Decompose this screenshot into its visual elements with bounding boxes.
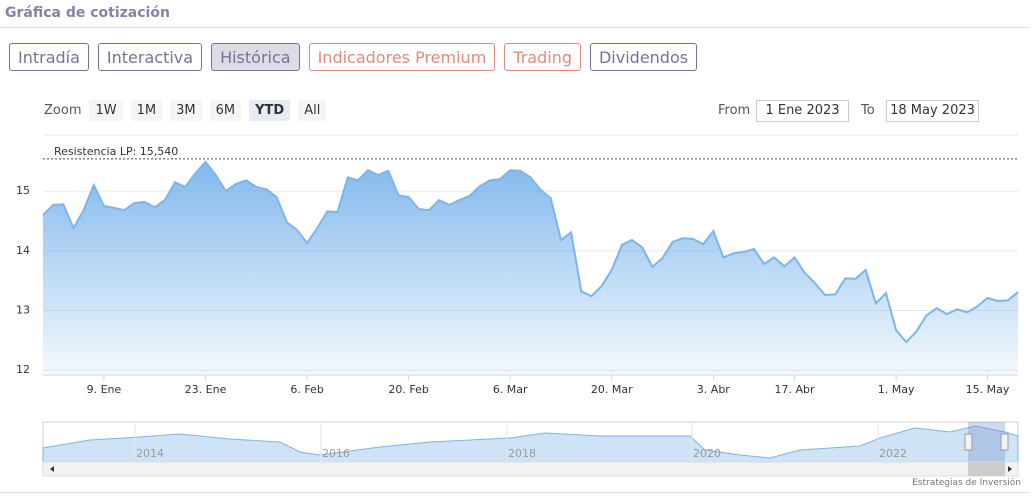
x-tick-label: 23. Ene	[185, 383, 227, 396]
x-tick-label: 15. May	[966, 383, 1010, 396]
navigator-label: 2020	[693, 447, 721, 460]
divider	[0, 27, 1030, 28]
zoom-button[interactable]: 3M	[170, 100, 202, 121]
zoom-label: Zoom	[44, 103, 82, 118]
to-label: To	[861, 103, 875, 118]
navigator-handle[interactable]	[1000, 433, 1009, 451]
tab[interactable]: Histórica	[211, 43, 300, 71]
scrollbar[interactable]	[42, 461, 1019, 477]
divider	[0, 492, 1030, 493]
zoom-button[interactable]: YTD	[249, 100, 291, 121]
y-tick-label: 13	[16, 304, 30, 317]
from-label: From	[718, 103, 751, 118]
y-tick-label: 14	[16, 244, 30, 257]
from-input[interactable]: 1 Ene 2023	[756, 100, 849, 122]
x-tick-label: 6. Feb	[290, 383, 323, 396]
x-tick-label: 6. Mar	[493, 383, 528, 396]
x-tick-label: 3. Abr	[697, 383, 730, 396]
tab[interactable]: Dividendos	[589, 43, 698, 71]
zoom-bar: Zoom 1W 1M 3M 6M YTD All	[44, 100, 327, 121]
zoom-button[interactable]: All	[298, 100, 327, 121]
tab[interactable]: Interactiva	[97, 43, 203, 71]
x-tick-label: 20. Mar	[591, 383, 633, 396]
credits: Estrategias de Inversión	[912, 478, 1021, 488]
zoom-button[interactable]: 6M	[209, 100, 242, 121]
navigator-label: 2018	[508, 447, 536, 460]
tab[interactable]: Indicadores Premium	[308, 43, 496, 71]
x-tick-label: 17. Abr	[775, 383, 815, 396]
navigator-label: 2014	[136, 447, 164, 460]
tab[interactable]: Trading	[504, 43, 581, 71]
y-tick-label: 15	[16, 184, 30, 197]
navigator-handle[interactable]	[964, 433, 973, 451]
x-tick-label: 20. Feb	[388, 383, 428, 396]
scrollbar-thumb[interactable]	[968, 462, 1005, 476]
page-title: Gráfica de cotización	[5, 5, 170, 21]
navigator-mask	[968, 422, 1005, 462]
y-tick-label: 12	[16, 363, 30, 376]
tab[interactable]: Intradía	[9, 43, 89, 71]
navigator-label: 2022	[879, 447, 907, 460]
area-fill	[43, 161, 1018, 375]
to-input[interactable]: 18 May 2023	[886, 100, 979, 122]
x-tick-label: 1. May	[878, 383, 915, 396]
x-tick-label: 9. Ene	[87, 383, 122, 396]
zoom-button[interactable]: 1W	[89, 100, 123, 121]
navigator-label: 2016	[322, 447, 350, 460]
price-line	[42, 160, 1019, 344]
zoom-button[interactable]: 1M	[130, 100, 163, 121]
tab-bar: Intradía Interactiva Histórica Indicadores …	[9, 43, 698, 71]
navigator-series	[42, 425, 1019, 463]
resistance-label: Resistencia LP: 15,540	[54, 145, 178, 158]
